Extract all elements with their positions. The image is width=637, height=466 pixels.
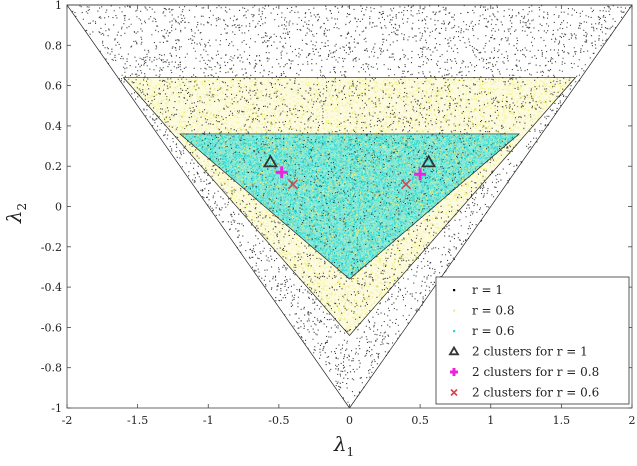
cluster-markers bbox=[262, 154, 437, 190]
legend-dot-symbol bbox=[453, 289, 456, 292]
y-tick-label: -1 bbox=[51, 402, 62, 415]
legend-label: r = 0.8 bbox=[472, 304, 515, 318]
x-tick-label: 1.5 bbox=[553, 414, 571, 427]
marker-triangle bbox=[421, 154, 437, 168]
legend-label: 2 clusters for r = 0.8 bbox=[472, 365, 599, 379]
y-tick-label: 0 bbox=[55, 201, 62, 214]
y-tick-label: -0.2 bbox=[41, 241, 62, 254]
x-tick-label: -0.5 bbox=[268, 414, 289, 427]
y-axis-label: λ2 bbox=[2, 203, 29, 224]
legend-box bbox=[435, 276, 630, 405]
x-axis-ticks: -2 -1.5 -1 -0.5 0 0.5 1 1.5 2 bbox=[62, 5, 636, 427]
x-axis-label: λ1 bbox=[333, 432, 354, 459]
marker-plus bbox=[414, 168, 427, 181]
legend-label: r = 0.6 bbox=[472, 324, 515, 338]
region-outline-1 bbox=[122, 77, 577, 336]
legend-dot-symbol bbox=[453, 309, 456, 312]
y-tick-label: 0.6 bbox=[45, 80, 63, 93]
x-tick-label: 2 bbox=[629, 414, 636, 427]
x-tick-label: -1 bbox=[203, 414, 214, 427]
legend-dot-symbol bbox=[453, 330, 456, 333]
marker-x bbox=[400, 179, 412, 190]
marker-x bbox=[287, 179, 299, 190]
marker-x bbox=[450, 388, 458, 397]
scatter-dots bbox=[72, 5, 631, 403]
series-dots-2 bbox=[182, 134, 519, 278]
y-tick-label: 0.2 bbox=[45, 160, 63, 173]
x-tick-label: 1 bbox=[487, 414, 494, 427]
legend-label: 2 clusters for r = 0.6 bbox=[472, 386, 599, 400]
y-tick-label: -0.6 bbox=[41, 321, 62, 334]
y-axis-ticks: -1 -0.8 -0.6 -0.4 -0.2 0 0.2 0.4 0.6 0.8 1 bbox=[41, 0, 632, 415]
marker-triangle bbox=[262, 154, 278, 168]
marker-plus bbox=[450, 368, 458, 376]
x-tick-label: -1.5 bbox=[127, 414, 148, 427]
legend-label: r = 1 bbox=[472, 283, 503, 297]
marker-plus bbox=[275, 166, 288, 179]
y-tick-label: -0.4 bbox=[41, 281, 62, 294]
y-tick-label: -0.8 bbox=[41, 362, 62, 375]
y-tick-label: 0.8 bbox=[45, 39, 63, 52]
legend: r = 1 r = 0.8 r = 0.6 2 clusters for r = 1 2… bbox=[435, 276, 630, 405]
y-tick-label: 0.4 bbox=[45, 120, 63, 133]
y-tick-label: 1 bbox=[55, 0, 62, 12]
x-tick-label: -2 bbox=[62, 414, 73, 427]
marker-triangle bbox=[448, 345, 460, 356]
x-tick-label: 0.5 bbox=[411, 414, 429, 427]
x-tick-label: 0 bbox=[346, 414, 353, 427]
legend-label: 2 clusters for r = 1 bbox=[472, 345, 588, 359]
region-outline-2 bbox=[179, 133, 520, 280]
